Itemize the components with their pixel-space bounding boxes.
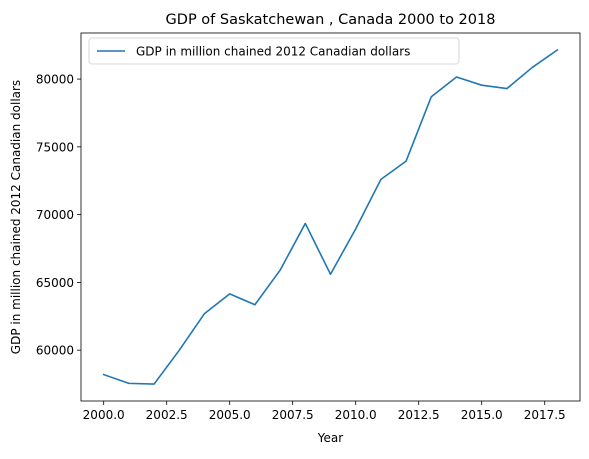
x-tick-label: 2005.0 <box>209 408 251 422</box>
y-tick-label: 80000 <box>36 73 74 87</box>
series-line <box>104 50 558 384</box>
x-tick-label: 2012.5 <box>398 408 440 422</box>
x-axis-label: Year <box>317 431 343 445</box>
chart-title: GDP of Saskatchewan , Canada 2000 to 201… <box>166 12 496 28</box>
y-tick-label: 60000 <box>36 344 74 358</box>
x-tick-label: 2002.5 <box>146 408 188 422</box>
y-tick-label: 70000 <box>36 208 74 222</box>
x-tick-label: 2000.0 <box>83 408 125 422</box>
y-axis-label: GDP in million chained 2012 Canadian dol… <box>9 80 23 354</box>
y-tick-label: 75000 <box>36 140 74 154</box>
x-tick-label: 2007.5 <box>272 408 314 422</box>
x-tick-label: 2017.5 <box>524 408 566 422</box>
x-axis: 2000.0 2002.5 2005.0 2007.5 2010.0 2012.5 2015… <box>83 401 566 422</box>
legend: GDP in million chained 2012 Canadian dol… <box>89 38 459 64</box>
series-layer <box>104 50 558 384</box>
y-axis: 60000 65000 70000 75000 80000 <box>36 73 81 358</box>
y-tick-label: 65000 <box>36 276 74 290</box>
x-tick-label: 2015.0 <box>461 408 503 422</box>
legend-label: GDP in million chained 2012 Canadian dol… <box>136 45 410 59</box>
x-tick-label: 2010.0 <box>335 408 377 422</box>
